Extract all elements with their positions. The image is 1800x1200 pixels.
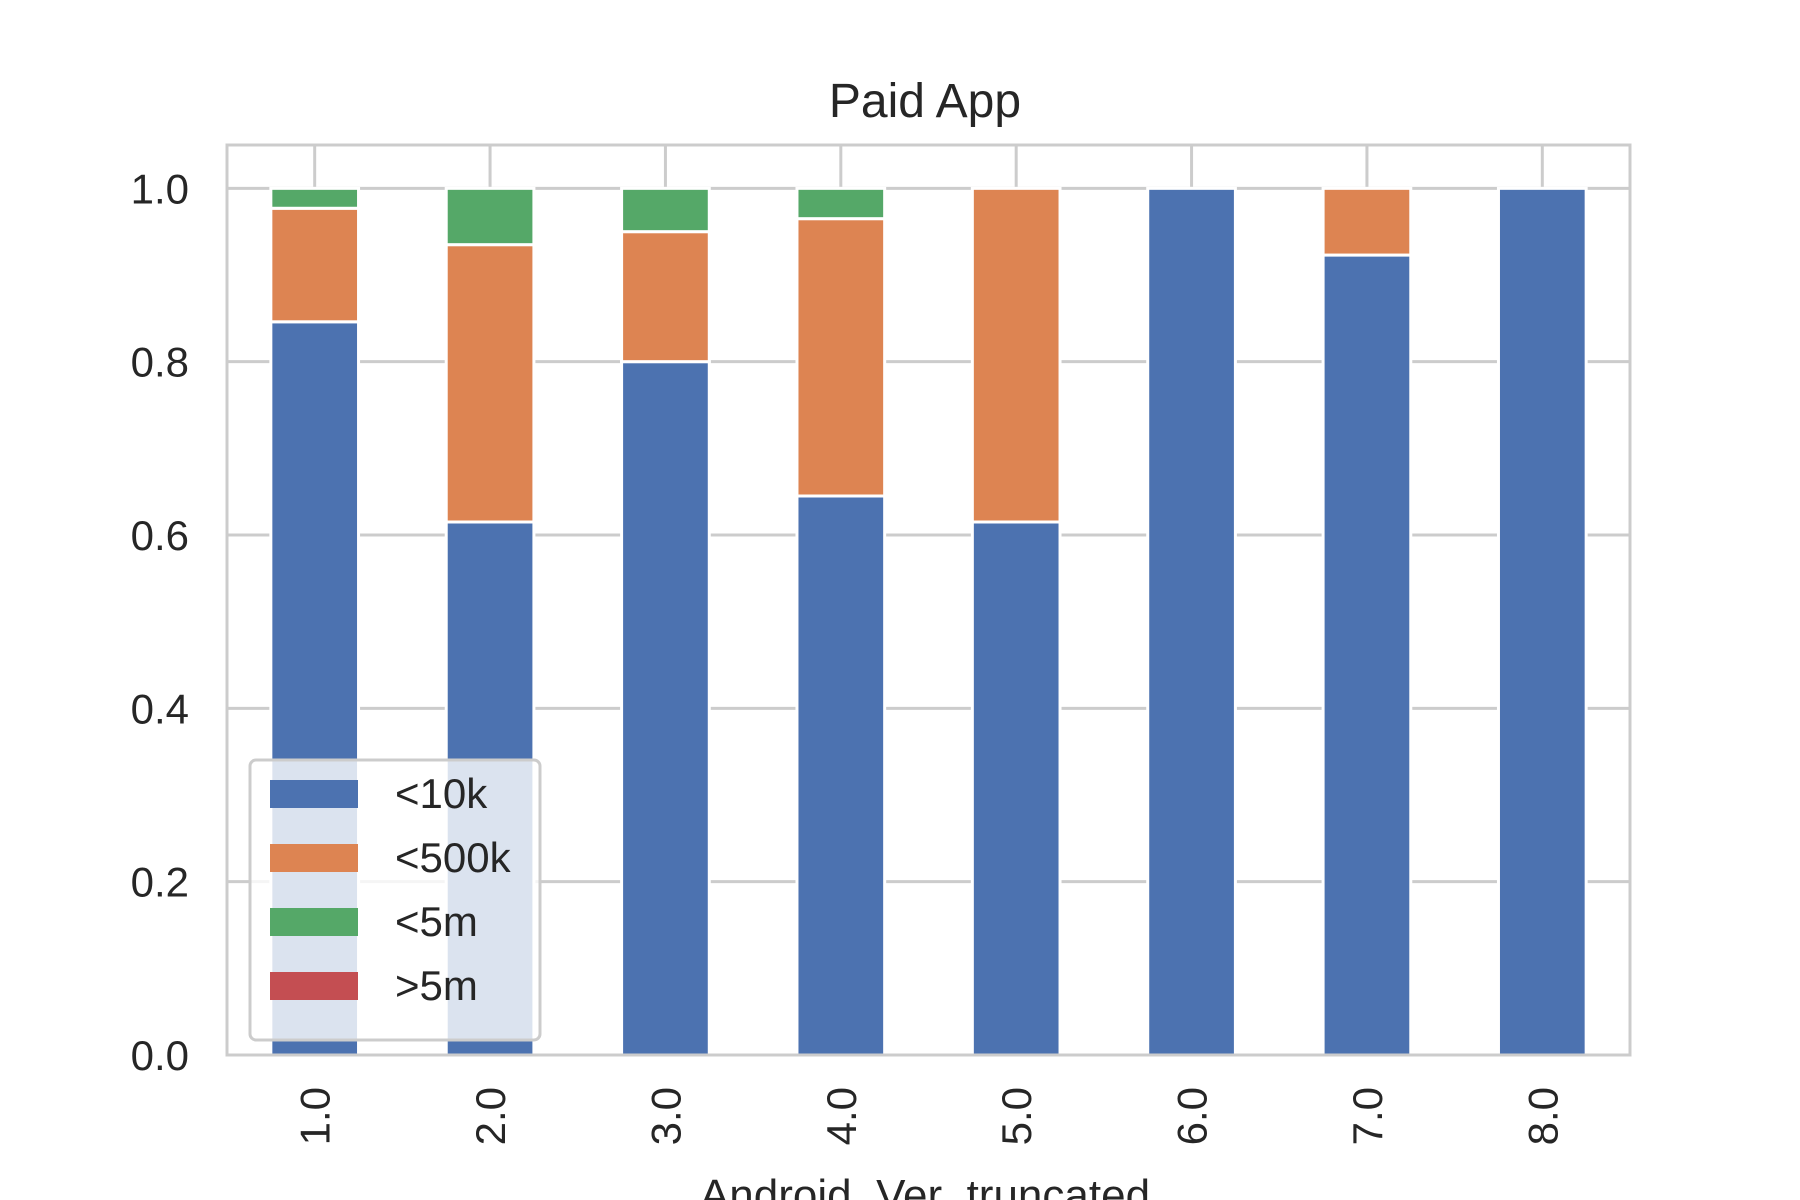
bar-segment [620, 360, 711, 1057]
y-tick-label: 0.6 [131, 512, 189, 559]
bar-segment [970, 520, 1062, 1057]
y-tick-label: 0.2 [131, 859, 189, 906]
y-tick-label: 1.0 [131, 165, 189, 212]
x-tick-label: 8.0 [1519, 1087, 1566, 1145]
legend-swatch [270, 780, 358, 808]
bar-segment [795, 494, 887, 1057]
legend-swatch [270, 972, 358, 1000]
legend-label: <500k [395, 834, 512, 881]
bar-segment [1146, 186, 1237, 1057]
chart-title: Paid App [829, 75, 1021, 128]
bar-segment [620, 230, 711, 364]
legend-label: <5m [395, 898, 478, 945]
x-tick-label: 4.0 [818, 1087, 865, 1145]
y-tick-label: 0.4 [131, 685, 189, 732]
x-tick-label: 7.0 [1344, 1087, 1391, 1145]
x-axis-label: Android_Ver_truncated [700, 1171, 1150, 1200]
bar-segment [269, 186, 361, 210]
legend: <10k <500k <5m >5m [248, 758, 542, 1042]
bar-segment [1321, 253, 1413, 1057]
bar-segment [970, 186, 1062, 524]
bar-segment [269, 206, 361, 324]
bar-segment [444, 243, 536, 524]
bar-segment [444, 186, 536, 247]
x-tick-label: 2.0 [467, 1087, 514, 1145]
plot-frame [225, 143, 1632, 1057]
x-tick-label: 1.0 [292, 1087, 339, 1145]
legend-swatch [270, 844, 358, 872]
bar-segment [795, 186, 887, 221]
x-tick-label: 6.0 [1169, 1087, 1216, 1145]
bar-segment [795, 217, 887, 498]
bar-segment [1321, 186, 1413, 257]
bar-segment [1496, 186, 1588, 1057]
x-tick-label: 3.0 [642, 1087, 689, 1145]
legend-label: <10k [395, 770, 488, 817]
x-tick-labels: 1.0 2.0 3.0 4.0 5.0 6.0 7.0 8.0 [292, 1087, 1567, 1145]
bar-segment [620, 186, 711, 234]
x-tick-label: 5.0 [993, 1087, 1040, 1145]
legend-label: >5m [395, 962, 478, 1009]
legend-frame [248, 758, 542, 1042]
y-tick-label: 0.8 [131, 339, 189, 386]
y-tick-label: 0.0 [131, 1032, 189, 1079]
y-tick-labels: 0.0 0.2 0.4 0.6 0.8 1.0 [131, 165, 189, 1079]
legend-swatch [270, 908, 358, 936]
